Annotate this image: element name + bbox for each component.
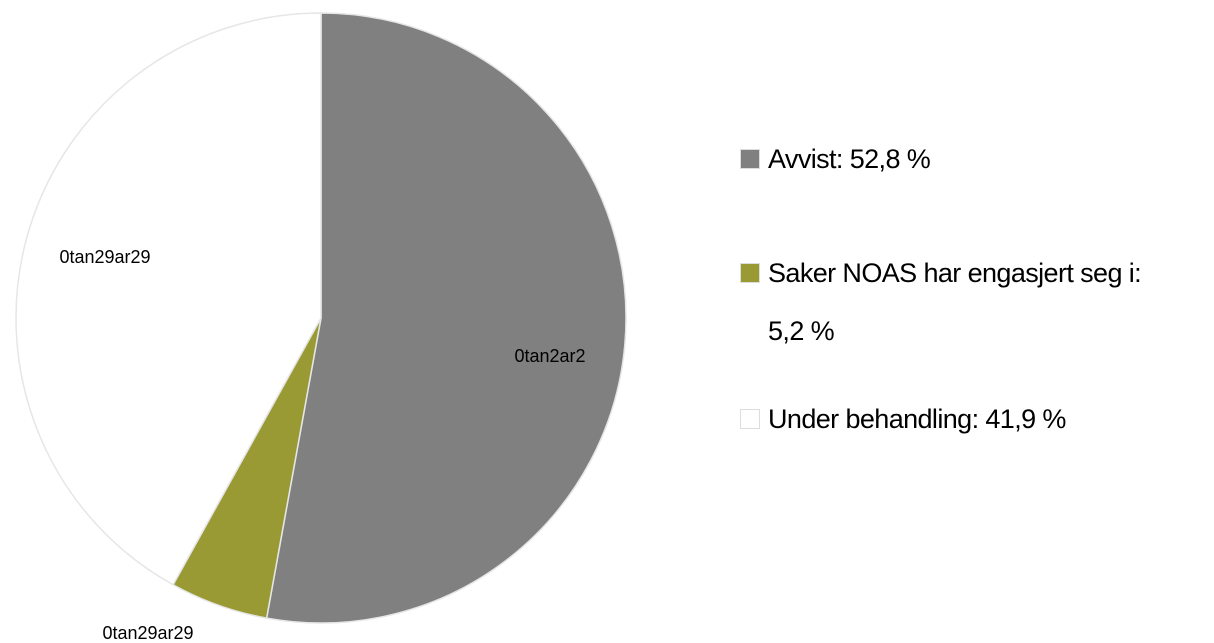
legend-swatch: [740, 263, 760, 283]
data-label: 0tan29ar29: [102, 623, 193, 643]
legend-label: Avvist: 52,8 %: [768, 144, 931, 174]
legend-item: Avvist: 52,8 %: [740, 130, 1200, 188]
legend-item: Under behandling: 41,9 %: [740, 390, 1200, 448]
pie-slice: [15, 12, 322, 586]
legend-label: Under behandling: 41,9 %: [768, 404, 1066, 434]
pie-slice: [265, 12, 627, 624]
pie-area: 0tan2ar2 0tan29ar29 0tan29ar29: [15, 12, 627, 643]
data-label: 0tan2ar2: [514, 346, 585, 366]
legend: Avvist: 52,8 % Saker NOAS har engasjert s…: [740, 130, 1200, 472]
legend-swatch: [740, 149, 760, 169]
data-label: 0tan29ar29: [59, 247, 150, 267]
legend-label: Saker NOAS har engasjert seg i: 5,2 %: [768, 258, 1142, 346]
legend-swatch: [740, 409, 760, 429]
legend-item: Saker NOAS har engasjert seg i: 5,2 %: [740, 244, 1200, 360]
